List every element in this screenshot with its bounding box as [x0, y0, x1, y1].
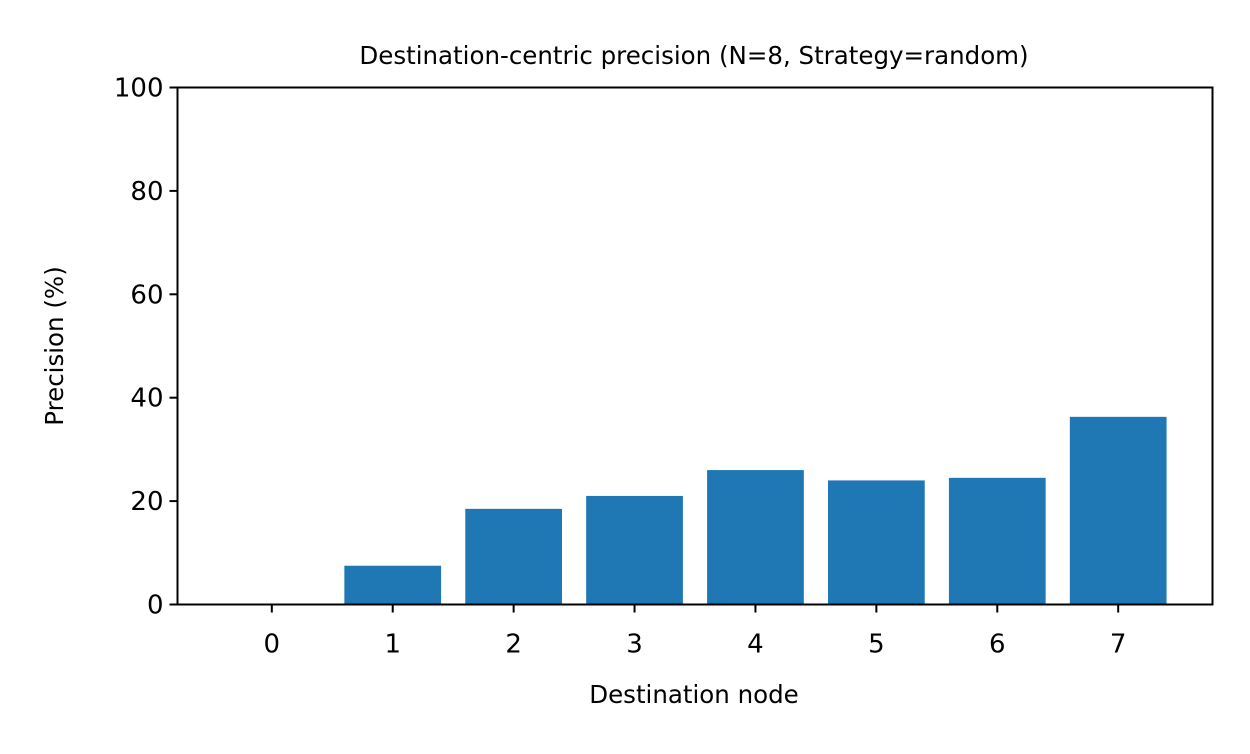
y-tick-label: 80	[130, 177, 163, 207]
y-axis-ticks: 0 20 40 60 80 100	[114, 74, 178, 621]
bar-5	[828, 480, 925, 605]
y-tick-label: 20	[130, 487, 163, 517]
y-tick-label: 60	[130, 280, 163, 310]
x-axis-label: Destination node	[589, 680, 799, 709]
bar-2	[465, 508, 562, 605]
x-tick-label: 3	[626, 630, 643, 660]
y-tick-label: 40	[130, 384, 163, 414]
bar-4	[707, 470, 804, 605]
x-tick-label: 6	[989, 630, 1006, 660]
bar-6	[948, 477, 1046, 605]
y-tick-label: 0	[147, 591, 164, 621]
x-tick-label: 4	[747, 630, 764, 660]
bars-group	[344, 416, 1167, 605]
y-tick-label: 100	[114, 74, 164, 104]
bar-3	[586, 495, 683, 605]
x-tick-label: 1	[384, 630, 401, 660]
x-tick-label: 2	[505, 630, 522, 660]
x-axis-ticks: 0 1 2 3 4 5 6 7	[264, 604, 1127, 660]
x-tick-label: 7	[1110, 630, 1127, 660]
bar-7	[1069, 416, 1167, 605]
x-tick-label: 0	[264, 630, 281, 660]
plot-frame	[176, 86, 1214, 606]
x-tick-label: 5	[868, 630, 885, 660]
bar-1	[344, 565, 442, 605]
chart-title: Destination-centric precision (N=8, Stra…	[359, 41, 1028, 70]
y-axis-label: Precision (%)	[40, 266, 69, 426]
